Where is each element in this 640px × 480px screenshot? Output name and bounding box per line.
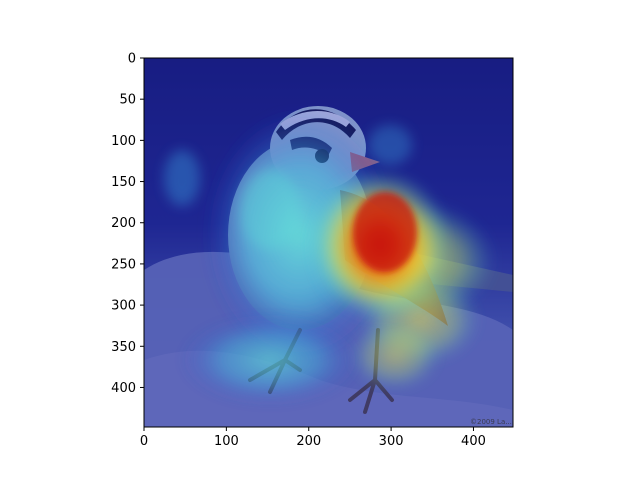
plot-frame (143, 57, 514, 428)
y-tick-label: 200 (111, 216, 136, 231)
y-tick-label: 100 (111, 134, 136, 149)
y-tick-label: 350 (111, 340, 136, 355)
y-tick-label: 50 (119, 93, 136, 108)
x-tick-label: 400 (461, 434, 486, 449)
y-axis: 0 50 100 150 200 250 300 350 400 (111, 52, 144, 396)
x-axis: 0 100 200 300 400 (140, 427, 486, 449)
x-tick-label: 200 (296, 434, 321, 449)
y-tick-label: 150 (111, 175, 136, 190)
y-tick-label: 0 (128, 52, 136, 67)
heatmap-overlay (144, 58, 513, 427)
x-tick-label: 100 (214, 434, 239, 449)
x-tick-label: 0 (140, 434, 148, 449)
y-tick-label: 400 (111, 381, 136, 396)
heatmap-photo: ©2009 La... (144, 58, 513, 427)
y-tick-label: 300 (111, 299, 136, 314)
watermark-text: ©2009 La... (470, 418, 512, 426)
x-tick-label: 300 (379, 434, 404, 449)
y-tick-label: 250 (111, 257, 136, 272)
